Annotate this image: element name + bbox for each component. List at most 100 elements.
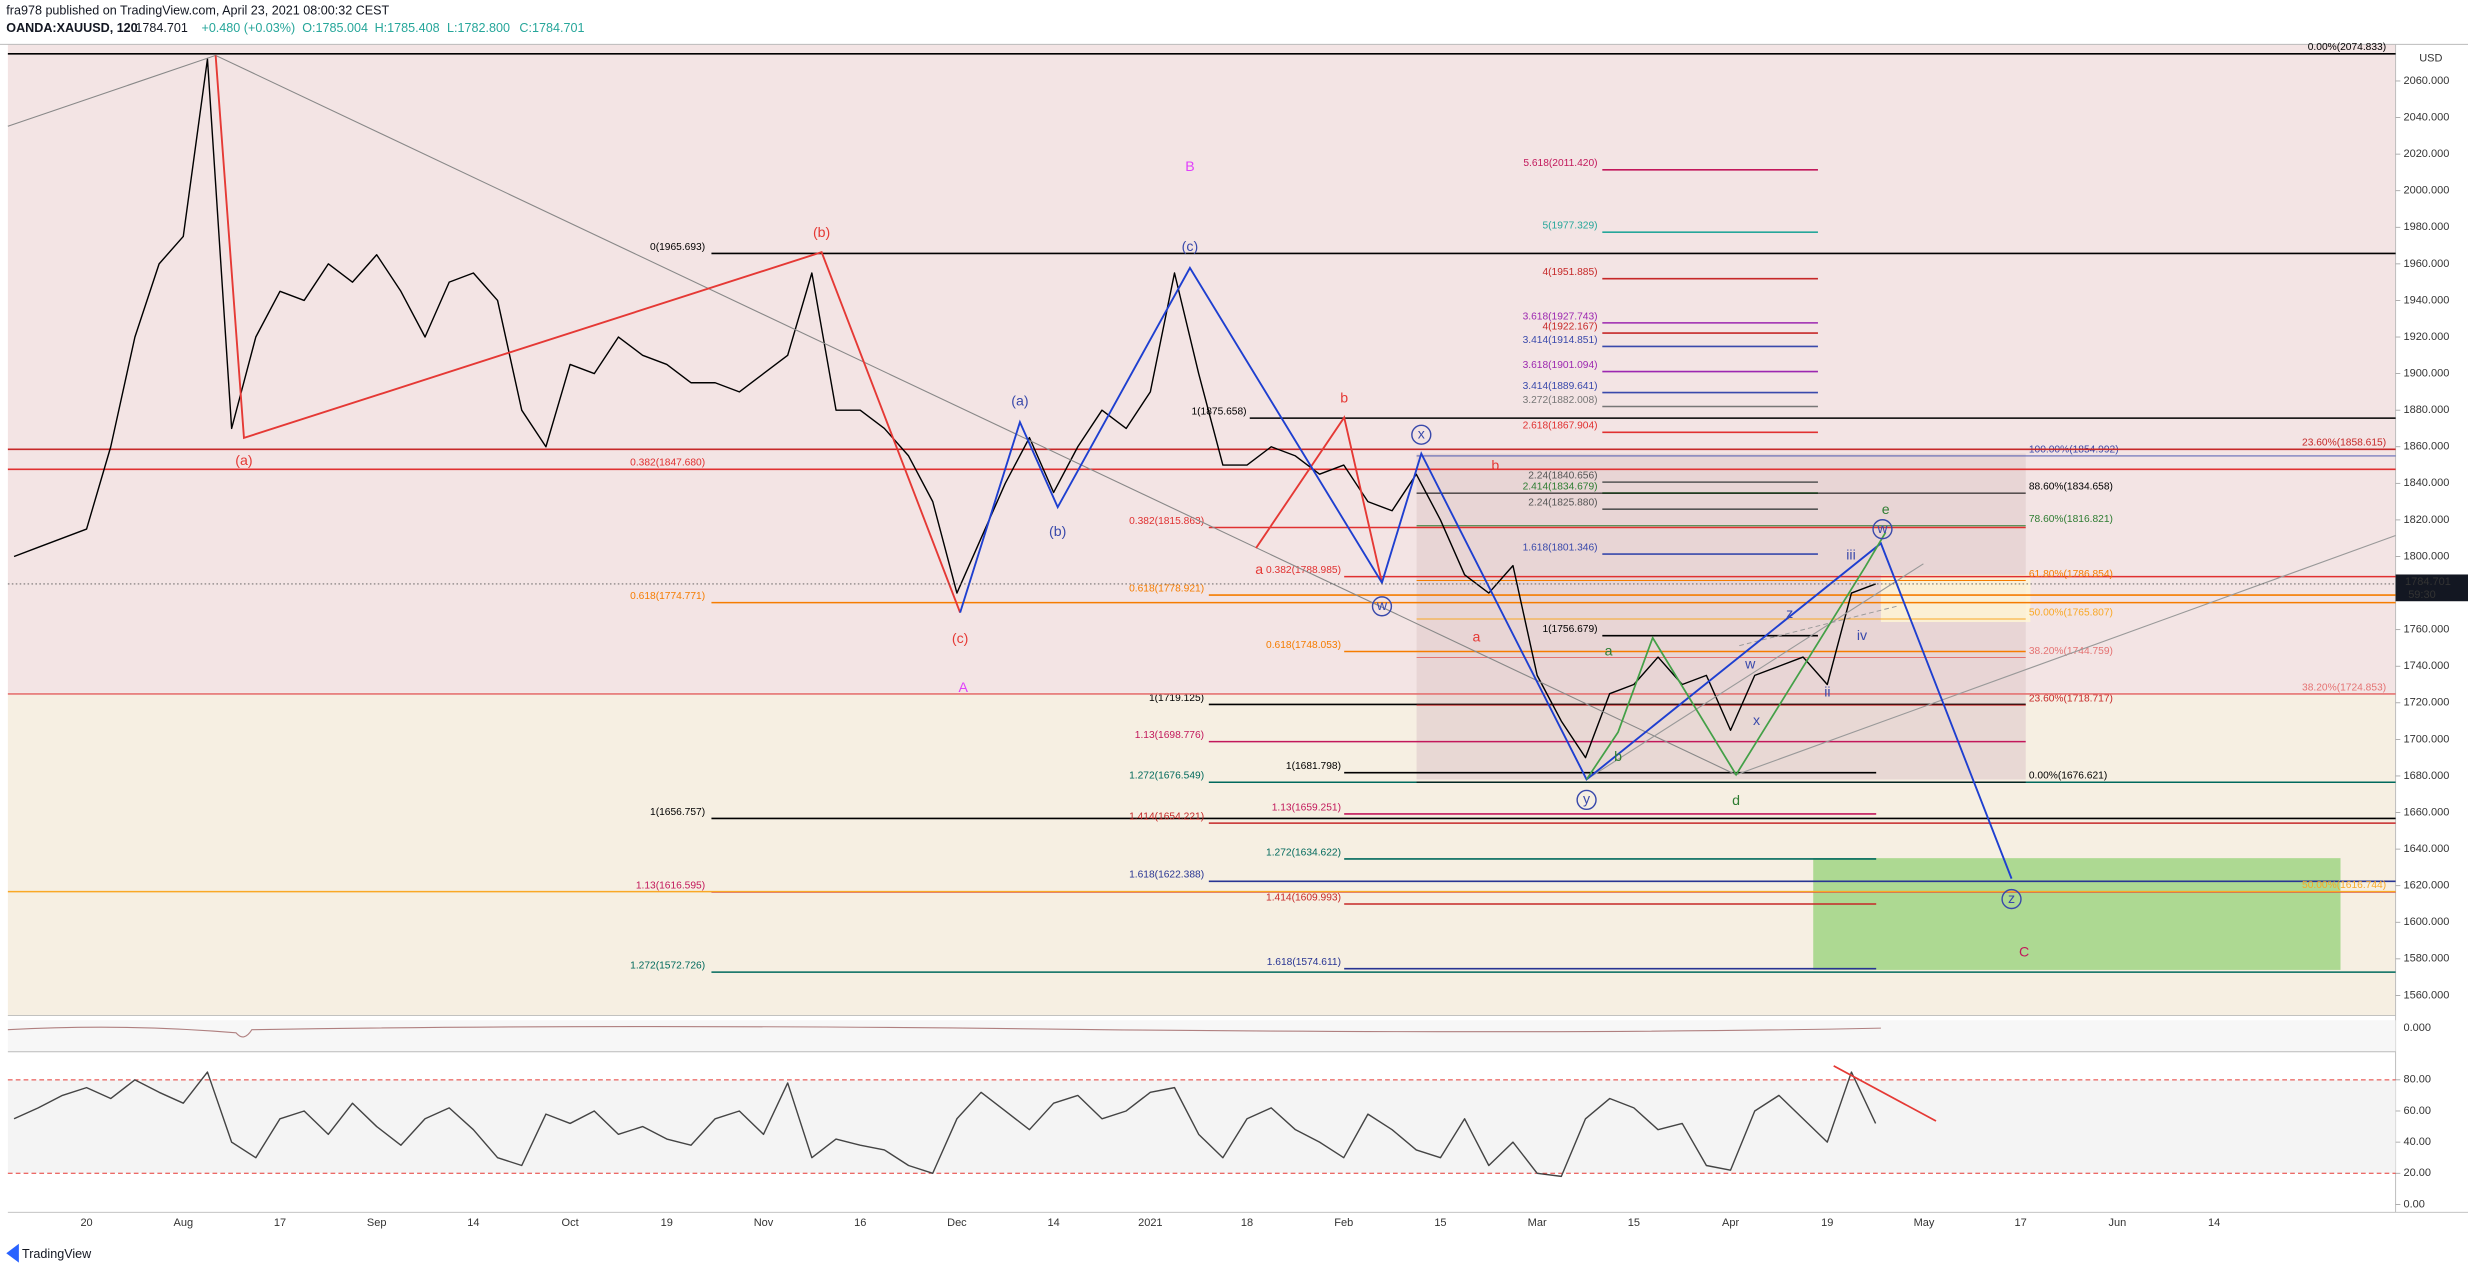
- x-tick-label: Jun: [2109, 1217, 2127, 1229]
- fib-label: 1.13(1698.776): [1135, 730, 1204, 741]
- fib-label: 61.80%(1786.854): [2029, 569, 2113, 580]
- y-tick-label: 1700.000: [2403, 733, 2449, 745]
- x-tick-label: 2021: [1138, 1217, 1162, 1229]
- fib-label: 1(1656.757): [650, 807, 705, 818]
- fib-label: 1.13(1616.595): [636, 880, 705, 891]
- fib-label: 3.618(1927.743): [1523, 311, 1598, 322]
- high: H:1785.408: [375, 21, 440, 35]
- fib-label: 3.272(1882.008): [1523, 395, 1598, 406]
- y-tick-label: 1640.000: [2403, 843, 2449, 855]
- y-tick-label: 1920.000: [2403, 331, 2449, 343]
- target-box: [1880, 574, 2031, 623]
- channel-line: [1586, 563, 1924, 780]
- wave-line: [214, 55, 962, 613]
- fib-label: 0.382(1847.680): [630, 458, 705, 469]
- fib-label: 1(1756.679): [1542, 624, 1597, 635]
- rsi-line: [13, 1071, 1877, 1178]
- channel-line: [1739, 605, 1897, 647]
- rsi-trend-line: [1833, 1065, 1937, 1122]
- y-tick-label: 1980.000: [2403, 221, 2449, 233]
- fib-label: 1.414(1654.221): [1129, 812, 1204, 823]
- x-tick-label: Aug: [173, 1217, 193, 1229]
- y-tick-label: 1660.000: [2403, 806, 2449, 818]
- y-tick-label: 1720.000: [2403, 697, 2449, 709]
- y-tick-label: 1940.000: [2403, 294, 2449, 306]
- wave-label: z: [2008, 891, 2015, 907]
- x-tick-label: Mar: [1528, 1217, 1547, 1229]
- wave-label: d: [1732, 793, 1740, 809]
- oscillator-line: [7, 1026, 1881, 1038]
- wave-label: iv: [1857, 628, 1868, 644]
- x-tick-label: 18: [1241, 1217, 1253, 1229]
- fib-label: 5.618(2011.420): [1523, 158, 1597, 169]
- fib-label: 3.414(1914.851): [1523, 335, 1598, 346]
- x-tick-label: Oct: [562, 1217, 579, 1229]
- y-tick-label: 2000.000: [2403, 185, 2449, 197]
- y-tick-label: 20.00: [2403, 1167, 2431, 1179]
- fib-label: 2.24(1840.656): [1528, 471, 1597, 482]
- wave-label: (a): [235, 453, 252, 469]
- wave-label: A: [959, 680, 969, 696]
- publisher: fra978 published on TradingView.com, Apr…: [6, 4, 389, 18]
- oscillator-tick: 0.000: [2403, 1022, 2431, 1034]
- y-tick-label: 0.00: [2403, 1198, 2424, 1210]
- x-tick-label: 19: [661, 1217, 673, 1229]
- wave-label: x: [1753, 713, 1760, 729]
- fib-label: 78.60%(1816.821): [2029, 514, 2113, 525]
- wave-label: C: [2019, 944, 2029, 960]
- logo: [6, 1243, 19, 1263]
- wave-label: w: [1744, 656, 1756, 672]
- x-tick-label: 19: [1821, 1217, 1833, 1229]
- fib-label: 50.00%(1765.807): [2029, 607, 2113, 618]
- fib-label: 1.618(1801.346): [1523, 542, 1598, 553]
- fib-label: 4(1922.167): [1542, 321, 1597, 332]
- fib-label: 3.414(1889.641): [1523, 381, 1598, 392]
- wave-circle: [1371, 596, 1393, 617]
- wave-line: [1585, 531, 1887, 780]
- price-line: [13, 58, 1876, 759]
- fib-label: 1.272(1676.549): [1129, 771, 1204, 782]
- fib-label: 1.414(1609.993): [1266, 892, 1341, 903]
- fib-label: 5(1977.329): [1542, 221, 1597, 232]
- fib-label: 1(1681.798): [1286, 761, 1341, 772]
- x-tick-label: Apr: [1722, 1217, 1739, 1229]
- wave-label: x: [1418, 426, 1425, 442]
- y-tick-label: 1820.000: [2403, 514, 2449, 526]
- x-tick-label: 14: [1047, 1217, 1059, 1229]
- fib-label: 50.00%(1616.744): [2302, 880, 2386, 891]
- wave-label: B: [1185, 159, 1194, 175]
- fib-label: 1.272(1572.726): [630, 961, 705, 972]
- open: O:1785.004: [302, 21, 368, 35]
- y-tick-label: 2060.000: [2403, 75, 2449, 87]
- fib-label: 38.20%(1724.853): [2302, 682, 2386, 693]
- fib-label: 0(1965.693): [650, 242, 705, 253]
- price-tag-countdown: 59:30: [2408, 589, 2436, 601]
- fib-label: 1(1719.125): [1149, 693, 1204, 704]
- wave-label: w: [1376, 598, 1388, 614]
- wave-label: y: [1583, 792, 1591, 808]
- wave-label: e: [1882, 502, 1890, 518]
- fib-label: 38.20%(1744.759): [2029, 646, 2113, 657]
- y-tick-label: 1560.000: [2403, 989, 2449, 1001]
- wave-label: b: [1614, 749, 1622, 765]
- fib-label: 3.618(1901.094): [1523, 360, 1598, 371]
- y-tick-label: 2040.000: [2403, 111, 2449, 123]
- wave-label: a: [1255, 562, 1263, 578]
- y-tick-label: 1960.000: [2403, 258, 2449, 270]
- y-tick-label: 1840.000: [2403, 477, 2449, 489]
- fib-label: 0.618(1748.053): [1266, 640, 1341, 651]
- fib-label: 88.60%(1834.658): [2029, 482, 2113, 493]
- y-tick-label: 1620.000: [2403, 880, 2449, 892]
- x-tick-label: May: [1914, 1217, 1935, 1229]
- x-tick-label: 16: [854, 1217, 866, 1229]
- x-tick-label: 20: [80, 1217, 92, 1229]
- wave-circle: [1872, 519, 1893, 540]
- x-tick-label: Dec: [947, 1217, 967, 1229]
- y-tick-label: 1900.000: [2403, 368, 2449, 380]
- y-tick-label: 2020.000: [2403, 148, 2449, 160]
- y-tick-label: 1800.000: [2403, 550, 2449, 562]
- low: L:1782.800: [447, 21, 510, 35]
- fib-label: 0.618(1778.921): [1129, 583, 1204, 594]
- pattern-drawings: [7, 54, 2396, 1122]
